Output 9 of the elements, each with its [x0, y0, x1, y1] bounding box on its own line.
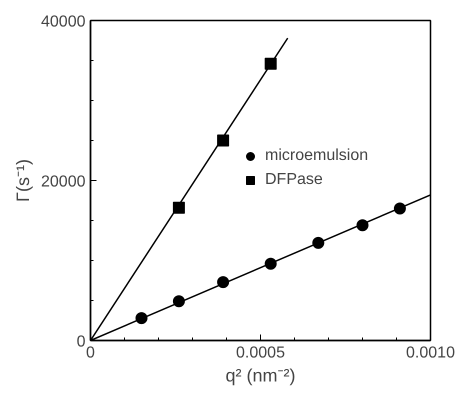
x-tick-label: 0.0005 — [236, 344, 286, 362]
legend-label: DFPase — [265, 171, 323, 189]
x-axis-title: q² (nm⁻²) — [226, 366, 296, 386]
y-tick-label: 40000 — [41, 14, 86, 30]
y-tick-label: 0 — [76, 334, 86, 350]
legend-label: microemulsion — [265, 147, 368, 165]
x-tick-label: 0.0010 — [406, 344, 456, 362]
y-tick-label: 20000 — [41, 174, 86, 190]
y-axis-title: Γ(s⁻¹) — [13, 159, 34, 202]
